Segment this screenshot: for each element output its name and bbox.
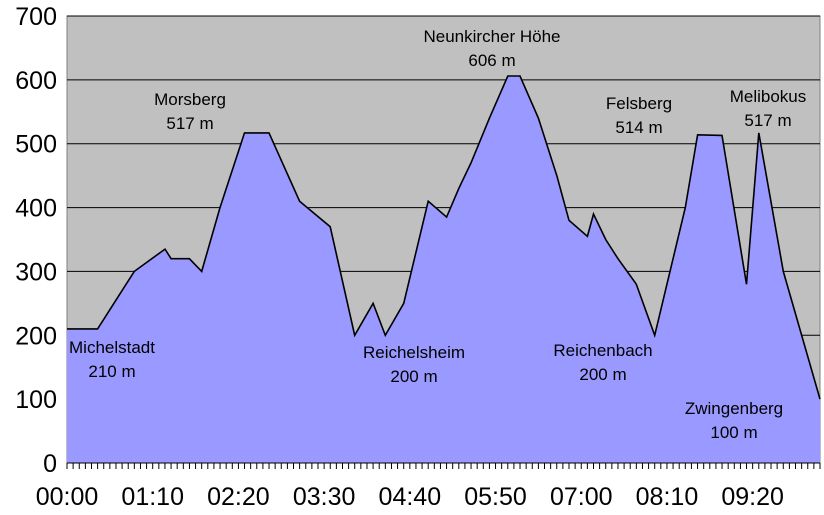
x-tick-label: 00:00 <box>36 483 99 511</box>
peak-annotations: Michelstadt 210 m Morsberg 517 m Reichelshei… <box>69 27 806 442</box>
x-minor-ticks <box>66 463 821 469</box>
y-tick-label: 300 <box>15 258 57 286</box>
annotation-name: Reichenbach <box>553 341 652 360</box>
x-tick-label: 05:50 <box>464 483 527 511</box>
y-tick-labels: 0 100 200 300 400 500 600 700 <box>15 3 57 478</box>
y-tick-label: 0 <box>43 450 57 478</box>
annotation-value: 514 m <box>615 118 662 137</box>
x-tick-label: 03:30 <box>293 483 356 511</box>
x-tick-labels: 00:00 01:10 02:20 03:30 04:40 05:50 07:00 08:10… <box>36 483 784 511</box>
y-tick-label: 200 <box>15 322 57 350</box>
annotation-name: Michelstadt <box>69 338 155 357</box>
annotation-value: 517 m <box>166 114 213 133</box>
elevation-area <box>67 76 820 463</box>
x-tick-label: 01:10 <box>121 483 184 511</box>
annotation-name: Melibokus <box>730 87 807 106</box>
elevation-line <box>67 75 821 400</box>
annotation-name: Reichelsheim <box>363 343 465 362</box>
annotation-name: Morsberg <box>154 90 226 109</box>
annotation-name: Felsberg <box>606 94 672 113</box>
x-tick-label: 08:10 <box>636 483 699 511</box>
x-tick-label: 04:40 <box>379 483 442 511</box>
annotation-value: 210 m <box>88 362 135 381</box>
y-tick-label: 400 <box>15 195 57 223</box>
y-tick-label: 100 <box>15 386 57 414</box>
x-tick-label: 07:00 <box>550 483 613 511</box>
annotation-value: 200 m <box>579 365 626 384</box>
y-tick-label: 700 <box>15 3 57 31</box>
annotation-name: Zwingenberg <box>685 399 783 418</box>
annotation-value: 606 m <box>468 51 515 70</box>
y-tick-label: 600 <box>15 67 57 95</box>
annotation-name: Neunkircher Höhe <box>423 27 560 46</box>
x-tick-label: 02:20 <box>207 483 270 511</box>
annotation-value: 100 m <box>710 423 757 442</box>
annotation-value: 517 m <box>744 111 791 130</box>
annotation-value: 200 m <box>390 367 437 386</box>
y-tick-label: 500 <box>15 131 57 159</box>
x-tick-label: 09:20 <box>721 483 784 511</box>
